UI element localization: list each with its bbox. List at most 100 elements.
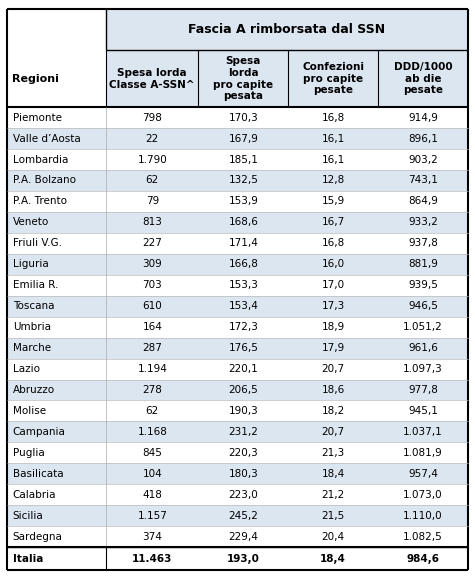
Text: 153,4: 153,4 [228,301,258,311]
Text: 153,3: 153,3 [228,280,258,290]
Text: 229,4: 229,4 [228,532,258,542]
Text: 946,5: 946,5 [408,301,438,311]
Bar [7,254,468,275]
Text: Basilicata: Basilicata [13,469,64,479]
Text: 881,9: 881,9 [408,259,438,269]
Text: 172,3: 172,3 [228,322,258,332]
Bar [7,379,468,401]
Bar [7,50,106,107]
Text: 1.790: 1.790 [137,155,167,164]
Text: 167,9: 167,9 [228,134,258,144]
Text: 610: 610 [142,301,162,311]
Text: 1.194: 1.194 [137,364,167,374]
Text: 16,8: 16,8 [322,112,345,123]
Text: 961,6: 961,6 [408,343,438,353]
Bar [7,107,468,128]
Text: Confezioni
pro capite
pesate: Confezioni pro capite pesate [302,62,364,96]
Text: 168,6: 168,6 [228,217,258,228]
Bar [7,547,468,570]
Text: 18,6: 18,6 [322,385,345,395]
Text: 1.082,5: 1.082,5 [403,532,443,542]
Text: 896,1: 896,1 [408,134,438,144]
Bar [7,9,106,50]
Bar [106,50,468,107]
Text: Valle d’Aosta: Valle d’Aosta [13,134,81,144]
Text: 170,3: 170,3 [228,112,258,123]
Bar [7,212,468,233]
Text: 245,2: 245,2 [228,511,258,521]
Text: 62: 62 [146,175,159,185]
Bar [7,128,468,149]
Text: 813: 813 [142,217,162,228]
Text: 903,2: 903,2 [408,155,438,164]
Text: 21,5: 21,5 [322,511,345,521]
Text: Campania: Campania [13,427,66,437]
Text: 12,8: 12,8 [322,175,345,185]
Text: 845: 845 [142,448,162,458]
Bar [7,463,468,484]
Text: 166,8: 166,8 [228,259,258,269]
Text: Piemonte: Piemonte [13,112,62,123]
Text: 16,7: 16,7 [322,217,345,228]
Text: 16,1: 16,1 [322,155,345,164]
Text: 220,1: 220,1 [228,364,258,374]
Text: Sicilia: Sicilia [13,511,44,521]
Text: 1.037,1: 1.037,1 [403,427,443,437]
Text: 703: 703 [142,280,162,290]
Text: 1.157: 1.157 [137,511,167,521]
Text: 21,2: 21,2 [322,490,345,500]
Text: 206,5: 206,5 [228,385,258,395]
Text: 180,3: 180,3 [228,469,258,479]
Text: 939,5: 939,5 [408,280,438,290]
Text: Liguria: Liguria [13,259,48,269]
Text: 287: 287 [142,343,162,353]
Text: Marche: Marche [13,343,51,353]
Text: Lombardia: Lombardia [13,155,68,164]
Text: 933,2: 933,2 [408,217,438,228]
Text: 20,7: 20,7 [322,427,345,437]
Text: 1.097,3: 1.097,3 [403,364,443,374]
Bar [7,191,468,212]
Text: 309: 309 [142,259,162,269]
Text: 227: 227 [142,239,162,248]
Text: 18,9: 18,9 [322,322,345,332]
Text: 864,9: 864,9 [408,196,438,206]
Text: P.A. Bolzano: P.A. Bolzano [13,175,76,185]
Text: 22: 22 [146,134,159,144]
Text: Puglia: Puglia [13,448,45,458]
Text: 104: 104 [142,469,162,479]
Text: 957,4: 957,4 [408,469,438,479]
Text: 1.110,0: 1.110,0 [403,511,443,521]
Text: DDD/1000
ab die
pesate: DDD/1000 ab die pesate [394,62,452,96]
Text: Molise: Molise [13,406,46,416]
Text: 176,5: 176,5 [228,343,258,353]
Text: 278: 278 [142,385,162,395]
Text: 418: 418 [142,490,162,500]
Text: 17,9: 17,9 [322,343,345,353]
Bar [7,505,468,526]
Text: 984,6: 984,6 [407,554,439,564]
Text: Friuli V.G.: Friuli V.G. [13,239,62,248]
Bar [106,9,468,50]
Text: 171,4: 171,4 [228,239,258,248]
Bar [7,484,468,505]
Text: Umbria: Umbria [13,322,51,332]
Text: 798: 798 [142,112,162,123]
Text: 164: 164 [142,322,162,332]
Text: 374: 374 [142,532,162,542]
Text: Spesa lorda
Classe A-SSN^: Spesa lorda Classe A-SSN^ [109,68,195,90]
Text: 743,1: 743,1 [408,175,438,185]
Text: 153,9: 153,9 [228,196,258,206]
Text: Sardegna: Sardegna [13,532,63,542]
Text: 20,7: 20,7 [322,364,345,374]
Text: Emilia R.: Emilia R. [13,280,58,290]
Bar [7,149,468,170]
Text: 15,9: 15,9 [322,196,345,206]
Text: 231,2: 231,2 [228,427,258,437]
Text: Spesa
lorda
pro capite
pesata: Spesa lorda pro capite pesata [213,56,273,101]
Bar [7,358,468,379]
Bar [7,170,468,191]
Text: 1.073,0: 1.073,0 [403,490,443,500]
Text: 1.081,9: 1.081,9 [403,448,443,458]
Text: 20,4: 20,4 [322,532,345,542]
